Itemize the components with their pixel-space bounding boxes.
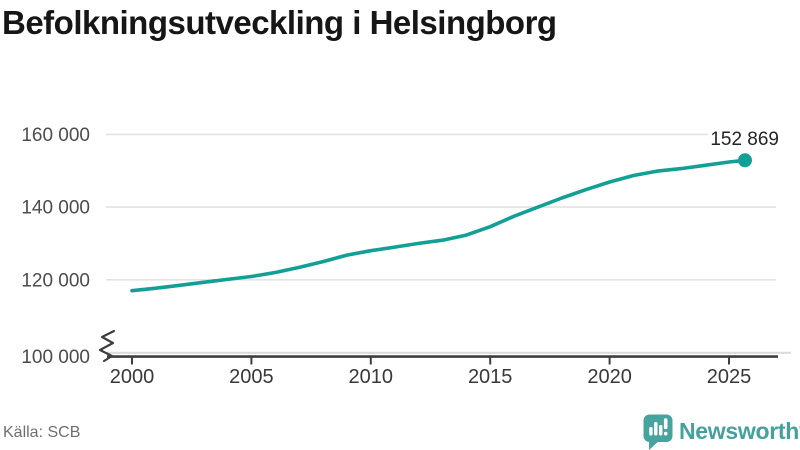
x-tick-label: 2000 bbox=[110, 366, 155, 388]
newsworthy-wordmark: Newsworthy bbox=[679, 418, 800, 444]
newsworthy-logo: Newsworthy bbox=[643, 414, 800, 450]
badge-bar-3 bbox=[659, 425, 663, 436]
last-point-marker bbox=[738, 153, 752, 168]
x-tick-label: 2005 bbox=[229, 366, 274, 388]
y-tick-label: 140 000 bbox=[21, 198, 90, 219]
x-tick-label: 2020 bbox=[587, 366, 632, 388]
badge-exclamation-bar bbox=[663, 418, 668, 430]
badge-bar-2 bbox=[654, 422, 658, 436]
y-tick-label: 100 000 bbox=[21, 347, 90, 368]
x-tick-label: 2015 bbox=[468, 366, 513, 388]
y-tick-label: 160 000 bbox=[21, 125, 90, 146]
badge-bar-1 bbox=[649, 427, 653, 436]
population-line bbox=[130, 158, 747, 293]
chart-title: Befolkningsutveckling i Helsingborg bbox=[2, 4, 557, 41]
source-label: Källa: SCB bbox=[3, 424, 81, 441]
badge-exclamation-dot bbox=[663, 431, 668, 436]
axis-break-icon bbox=[98, 329, 116, 363]
y-tick-label: 120 000 bbox=[21, 270, 90, 291]
badge-tail bbox=[649, 440, 660, 450]
last-value-label: 152 869 bbox=[710, 129, 779, 150]
x-tick-label: 2025 bbox=[707, 366, 752, 388]
badge-shape bbox=[643, 414, 673, 442]
newsworthy-badge-icon bbox=[643, 414, 673, 450]
x-tick-label: 2010 bbox=[349, 366, 394, 388]
